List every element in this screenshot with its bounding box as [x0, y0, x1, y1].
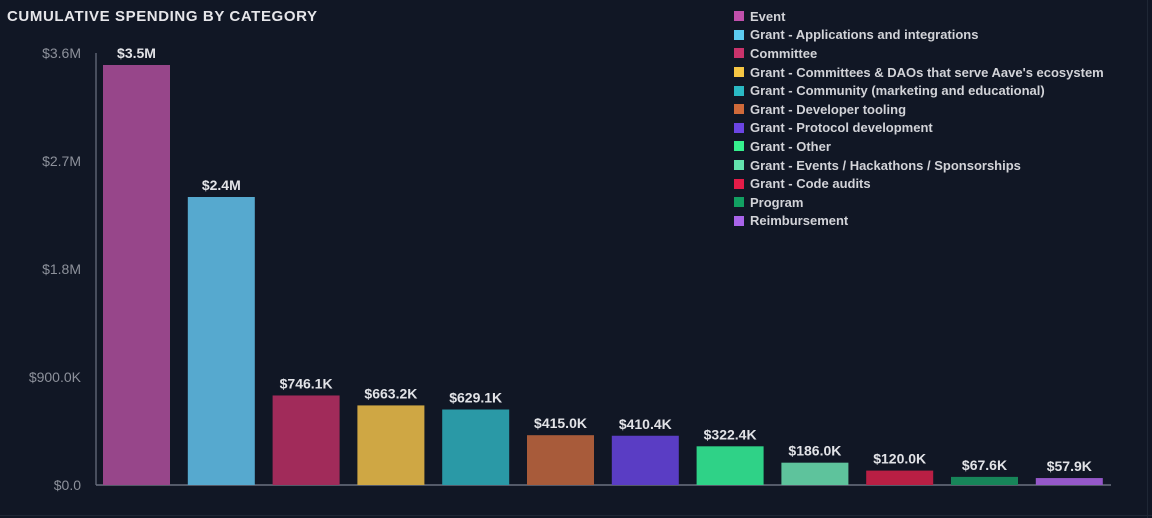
- bar-6: [527, 435, 594, 485]
- legend-label: Grant - Code audits: [750, 176, 871, 192]
- legend-item[interactable]: Grant - Events / Hackathons / Sponsorshi…: [734, 156, 1104, 175]
- legend-swatch: [734, 85, 744, 96]
- legend-label: Grant - Applications and integrations: [750, 27, 979, 43]
- legend-item[interactable]: Event: [734, 7, 1104, 26]
- legend-item[interactable]: Reimbursement: [734, 212, 1104, 231]
- legend-label: Grant - Other: [750, 138, 831, 154]
- legend-label: Grant - Events / Hackathons / Sponsorshi…: [750, 157, 1021, 173]
- bar-11: [951, 476, 1018, 485]
- legend-swatch: [734, 104, 744, 115]
- legend-item[interactable]: Committee: [734, 44, 1104, 63]
- data-label: $120.0K: [873, 451, 926, 467]
- y-tick-label: $2.7M: [42, 153, 81, 169]
- legend-swatch: [734, 48, 744, 59]
- legend-swatch: [734, 11, 744, 22]
- legend-swatch: [734, 122, 744, 133]
- legend-label: Grant - Protocol development: [750, 120, 933, 136]
- data-label: $3.5M: [117, 45, 156, 61]
- legend-item[interactable]: Grant - Community (marketing and educati…: [734, 81, 1104, 100]
- legend-swatch: [734, 178, 744, 189]
- legend-label: Committee: [750, 45, 818, 61]
- data-label: $746.1K: [280, 375, 333, 391]
- data-label: $67.6K: [962, 457, 1007, 473]
- y-tick-label: $1.8M: [42, 261, 81, 277]
- bar-4: [357, 405, 425, 485]
- data-label: $322.4K: [704, 426, 757, 442]
- panel-border-right: [1147, 0, 1148, 518]
- legend-swatch: [734, 29, 744, 40]
- legend-item[interactable]: Grant - Protocol development: [734, 119, 1104, 138]
- bar-3: [272, 395, 340, 485]
- legend-label: Event: [750, 8, 786, 24]
- legend-item[interactable]: Program: [734, 193, 1104, 212]
- legend-item[interactable]: Grant - Code audits: [734, 174, 1104, 193]
- legend-item[interactable]: Grant - Applications and integrations: [734, 26, 1104, 45]
- y-tick-label: $3.6M: [42, 45, 81, 61]
- bar-5: [442, 409, 510, 485]
- data-label: $663.2K: [364, 385, 417, 401]
- data-label: $410.4K: [619, 416, 672, 432]
- bar-9: [781, 462, 849, 485]
- data-label: $629.1K: [449, 390, 502, 406]
- bar-7: [611, 435, 679, 485]
- legend-label: Grant - Committees & DAOs that serve Aav…: [750, 64, 1104, 80]
- panel-border-bottom: [0, 515, 1152, 516]
- legend-swatch: [734, 215, 744, 226]
- data-label: $2.4M: [202, 177, 241, 193]
- legend-swatch: [734, 141, 744, 152]
- legend-item[interactable]: Grant - Committees & DAOs that serve Aav…: [734, 63, 1104, 82]
- y-tick-label: $900.0K: [29, 369, 82, 385]
- bar-2: [187, 197, 255, 485]
- legend-item[interactable]: Grant - Other: [734, 137, 1104, 156]
- bar-1: [103, 65, 170, 485]
- legend-swatch: [734, 197, 744, 208]
- bar-10: [866, 470, 934, 485]
- legend-label: Program: [750, 194, 804, 210]
- legend: Event Grant - Applications and integratio…: [734, 7, 1104, 230]
- legend-label: Grant - Developer tooling: [750, 101, 907, 117]
- legend-swatch: [734, 160, 744, 171]
- bar-8: [696, 446, 764, 485]
- legend-swatch: [734, 67, 744, 78]
- legend-label: Reimbursement: [750, 213, 849, 229]
- data-label: $186.0K: [788, 443, 841, 459]
- bar-12: [1035, 478, 1103, 485]
- data-label: $57.9K: [1047, 458, 1092, 474]
- chart-title: CUMULATIVE SPENDING BY CATEGORY: [7, 8, 318, 25]
- y-tick-label: $0.0: [54, 477, 81, 493]
- legend-item[interactable]: Grant - Developer tooling: [734, 100, 1104, 119]
- legend-label: Grant - Community (marketing and educati…: [750, 83, 1045, 99]
- data-label: $415.0K: [534, 415, 587, 431]
